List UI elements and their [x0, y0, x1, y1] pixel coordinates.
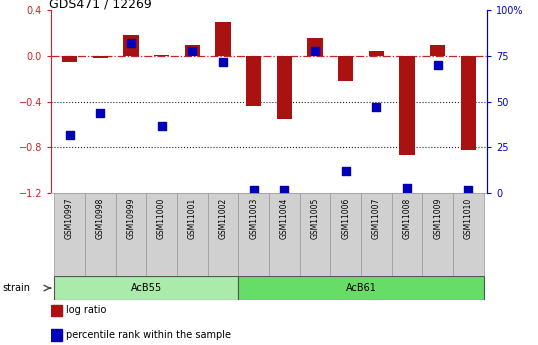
Bar [369, 51, 384, 56]
Bar [185, 45, 200, 56]
Bar [392, 193, 422, 276]
Text: AcB55: AcB55 [131, 283, 162, 293]
Bar [422, 193, 453, 276]
Text: GSM11003: GSM11003 [249, 197, 258, 239]
Text: GSM11010: GSM11010 [464, 197, 473, 239]
Text: GSM11007: GSM11007 [372, 197, 381, 239]
Bar [215, 22, 231, 56]
Point [65, 132, 74, 137]
Bar [62, 56, 77, 62]
Point [311, 48, 320, 53]
Point [188, 48, 196, 53]
Point [403, 185, 412, 190]
Point [218, 59, 227, 64]
Bar [177, 193, 208, 276]
Bar [54, 276, 238, 300]
Bar [361, 193, 392, 276]
Bar [208, 193, 238, 276]
Text: GSM10999: GSM10999 [126, 197, 136, 239]
Point [434, 62, 442, 68]
Bar [430, 45, 445, 56]
Bar [307, 38, 323, 56]
Text: GSM11000: GSM11000 [157, 197, 166, 239]
Text: GDS471 / 12269: GDS471 / 12269 [49, 0, 152, 10]
Text: GSM11004: GSM11004 [280, 197, 289, 239]
Bar [238, 193, 269, 276]
Bar [154, 55, 169, 56]
Bar [51, 305, 62, 316]
Bar [246, 56, 261, 106]
Bar [269, 193, 300, 276]
Bar [238, 276, 484, 300]
Point [280, 187, 289, 192]
Point [372, 105, 381, 110]
Bar [330, 193, 361, 276]
Bar [461, 56, 476, 150]
Point [249, 187, 258, 192]
Text: GSM11002: GSM11002 [218, 197, 228, 239]
Bar [300, 193, 330, 276]
Text: GSM11001: GSM11001 [188, 197, 197, 239]
Bar [338, 56, 353, 81]
Point [464, 187, 473, 192]
Bar [116, 193, 146, 276]
Bar [453, 193, 484, 276]
Bar [51, 329, 62, 341]
Bar [93, 56, 108, 58]
Text: GSM11006: GSM11006 [341, 197, 350, 239]
Text: AcB61: AcB61 [345, 283, 377, 293]
Bar [54, 193, 85, 276]
Text: GSM11009: GSM11009 [433, 197, 442, 239]
Point [342, 168, 350, 174]
Point [157, 123, 166, 128]
Bar [85, 193, 116, 276]
Bar [399, 56, 415, 156]
Text: GSM10997: GSM10997 [65, 197, 74, 239]
Text: percentile rank within the sample: percentile rank within the sample [66, 330, 231, 340]
Text: log ratio: log ratio [66, 305, 107, 315]
Text: GSM10998: GSM10998 [96, 197, 105, 239]
Text: GSM11005: GSM11005 [310, 197, 320, 239]
Bar [146, 193, 177, 276]
Bar [123, 36, 139, 56]
Point [126, 40, 135, 46]
Bar [277, 56, 292, 119]
Point [96, 110, 104, 116]
Text: strain: strain [3, 283, 31, 293]
Text: GSM11008: GSM11008 [402, 197, 412, 239]
